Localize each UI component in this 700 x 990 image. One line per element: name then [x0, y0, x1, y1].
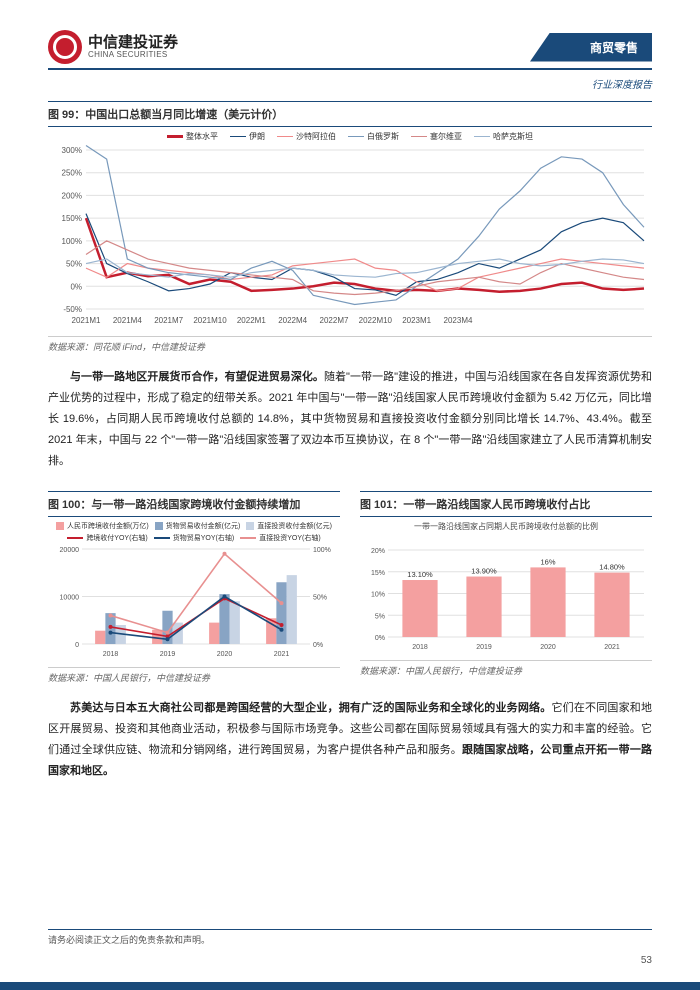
svg-text:2018: 2018	[412, 644, 428, 651]
svg-text:16%: 16%	[540, 558, 555, 567]
chart101: 一带一路沿线国家占同期人民币跨境收付总额的比例 0% 5% 10% 15% 20% 13.…	[360, 521, 652, 658]
p2-lead: 苏美达与日本五大商社公司都是跨国经营的大型企业，拥有广泛的国际业务和全球化的业务…	[70, 702, 551, 714]
chart101-title: 图 101：一带一路沿线国家人民币跨境收付占比	[360, 491, 652, 517]
svg-text:2018: 2018	[103, 651, 119, 658]
chart99-title: 图 99：中国出口总额当月同比增速（美元计价）	[48, 101, 652, 127]
logo-block: 中信建投证券 CHINA SECURITIES	[48, 30, 178, 64]
svg-text:2021M1: 2021M1	[72, 316, 101, 325]
svg-text:15%: 15%	[371, 570, 385, 577]
chart99-source: 数据来源：同花顺 iFind，中信建投证券	[48, 336, 652, 353]
page-number: 53	[641, 955, 652, 966]
svg-text:10%: 10%	[371, 592, 385, 599]
svg-text:2022M4: 2022M4	[278, 316, 307, 325]
svg-text:13.10%: 13.10%	[407, 570, 433, 579]
paragraph-1: 与一带一路地区开展货币合作，有望促进贸易深化。随着"一带一路"建设的推进，中国与…	[48, 367, 652, 471]
svg-text:-50%: -50%	[63, 305, 82, 314]
svg-text:14.80%: 14.80%	[599, 563, 625, 572]
svg-text:0: 0	[75, 642, 79, 649]
svg-text:13.90%: 13.90%	[471, 567, 497, 576]
svg-text:0%: 0%	[375, 635, 385, 642]
chart99-legend: 整体水平伊朗沙特阿拉伯白俄罗斯塞尔维亚哈萨克斯坦	[48, 131, 652, 142]
svg-text:0%: 0%	[313, 642, 323, 649]
svg-text:2022M10: 2022M10	[359, 316, 393, 325]
company-name-en: CHINA SECURITIES	[88, 50, 178, 60]
chart99-svg: -50% 0% 50% 100% 150% 200% 250% 300% 2021M1 2021M…	[48, 144, 652, 329]
svg-text:20000: 20000	[60, 547, 80, 554]
svg-text:2021M4: 2021M4	[113, 316, 142, 325]
svg-text:2023M4: 2023M4	[444, 316, 473, 325]
chart99: 整体水平伊朗沙特阿拉伯白俄罗斯塞尔维亚哈萨克斯坦 -50% 0% 50% 100% 15…	[48, 131, 652, 334]
chart100: 人民币跨境收付金额(万亿)货物贸易收付金额(亿元)直接投资收付金额(亿元)跨境收…	[48, 521, 340, 665]
svg-text:2023M1: 2023M1	[402, 316, 431, 325]
svg-text:0%: 0%	[70, 282, 82, 291]
page-header: 中信建投证券 CHINA SECURITIES 商贸零售	[48, 28, 652, 70]
svg-text:2022M7: 2022M7	[320, 316, 349, 325]
svg-text:50%: 50%	[66, 260, 82, 269]
footer-disclaimer: 请务必阅读正文之后的免责条款和声明。	[48, 929, 652, 946]
paragraph-2: 苏美达与日本五大商社公司都是跨国经营的大型企业，拥有广泛的国际业务和全球化的业务…	[48, 698, 652, 782]
chart100-svg: 0 10000 20000 0% 50% 100% 2018 2019 2020 2021	[48, 545, 340, 660]
svg-text:2019: 2019	[160, 651, 176, 658]
p1-lead: 与一带一路地区开展货币合作，有望促进贸易深化。	[70, 371, 324, 383]
company-name-cn: 中信建投证券	[88, 35, 178, 50]
svg-text:2020: 2020	[217, 651, 233, 658]
p1-body: 随着"一带一路"建设的推进，中国与沿线国家在各自发挥资源优势和产业优势的过程中，…	[48, 371, 652, 467]
chart101-subtitle: 一带一路沿线国家占同期人民币跨境收付总额的比例	[360, 521, 652, 532]
sector-badge: 商贸零售	[530, 33, 652, 62]
svg-text:2021: 2021	[274, 651, 290, 658]
svg-text:50%: 50%	[313, 595, 327, 602]
chart100-legend: 人民币跨境收付金额(万亿)货物贸易收付金额(亿元)直接投资收付金额(亿元)跨境收…	[48, 521, 340, 543]
chart101-svg: 0% 5% 10% 15% 20% 13.10% 2018 13.90% 2019 16% 2020…	[360, 538, 652, 653]
svg-text:250%: 250%	[62, 169, 82, 178]
svg-text:300%: 300%	[62, 146, 82, 155]
svg-text:100%: 100%	[313, 547, 331, 554]
svg-text:10000: 10000	[60, 595, 80, 602]
svg-text:100%: 100%	[62, 237, 82, 246]
svg-text:20%: 20%	[371, 548, 385, 555]
svg-text:2022M1: 2022M1	[237, 316, 266, 325]
svg-text:150%: 150%	[62, 214, 82, 223]
chart100-source: 数据来源：中国人民银行，中信建投证券	[48, 667, 340, 684]
svg-text:200%: 200%	[62, 191, 82, 200]
svg-text:5%: 5%	[375, 614, 385, 621]
logo-icon	[48, 30, 82, 64]
report-type: 行业深度报告	[48, 76, 652, 91]
chart101-source: 数据来源：中国人民银行，中信建投证券	[360, 660, 652, 677]
svg-text:2021M7: 2021M7	[154, 316, 183, 325]
svg-text:2020: 2020	[540, 644, 556, 651]
svg-text:2021M10: 2021M10	[193, 316, 227, 325]
chart100-title: 图 100：与一带一路沿线国家跨境收付金额持续增加	[48, 491, 340, 517]
svg-text:2021: 2021	[604, 644, 620, 651]
svg-text:2019: 2019	[476, 644, 492, 651]
